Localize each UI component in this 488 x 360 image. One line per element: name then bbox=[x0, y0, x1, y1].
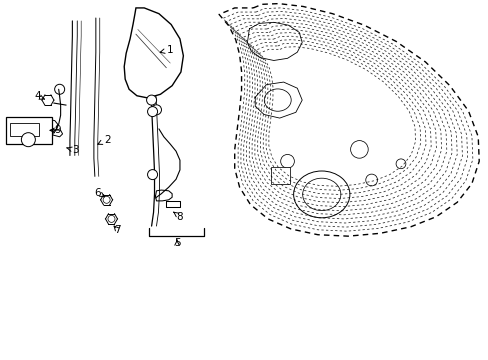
Circle shape bbox=[151, 105, 161, 115]
Circle shape bbox=[21, 133, 35, 147]
Circle shape bbox=[146, 95, 156, 105]
Circle shape bbox=[147, 170, 157, 180]
Text: 3: 3 bbox=[67, 145, 79, 156]
Ellipse shape bbox=[264, 89, 290, 111]
Circle shape bbox=[395, 159, 405, 169]
Polygon shape bbox=[124, 8, 183, 98]
Text: 7: 7 bbox=[114, 225, 121, 235]
Circle shape bbox=[55, 84, 64, 94]
Circle shape bbox=[147, 107, 157, 117]
Ellipse shape bbox=[302, 178, 340, 211]
Text: 2: 2 bbox=[98, 135, 111, 145]
Bar bbox=[271, 167, 289, 184]
Text: 5: 5 bbox=[173, 238, 180, 248]
Circle shape bbox=[365, 174, 377, 186]
Circle shape bbox=[108, 215, 115, 222]
FancyBboxPatch shape bbox=[6, 117, 52, 144]
Text: 1: 1 bbox=[160, 45, 173, 55]
Text: 8: 8 bbox=[173, 212, 183, 222]
Text: 6: 6 bbox=[94, 188, 104, 198]
Text: 4: 4 bbox=[35, 91, 44, 102]
Ellipse shape bbox=[293, 171, 349, 218]
Circle shape bbox=[280, 154, 294, 168]
Bar bbox=[10, 123, 39, 136]
Circle shape bbox=[350, 141, 367, 158]
Circle shape bbox=[103, 196, 110, 203]
Text: 9: 9 bbox=[50, 125, 61, 135]
